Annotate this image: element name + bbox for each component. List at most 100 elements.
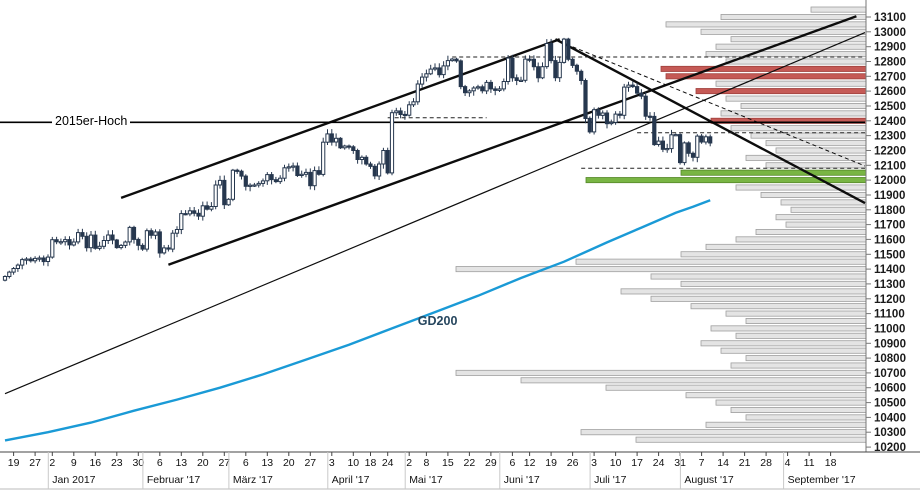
x-axis-month-label: September '17 (788, 474, 856, 486)
candle-body (131, 226, 137, 240)
candle-body (540, 66, 545, 79)
candle-body (389, 112, 395, 174)
candle-body (501, 81, 506, 90)
candle-body (652, 115, 657, 146)
downtrend-main (554, 38, 866, 205)
candle-body (33, 257, 38, 262)
x-axis-date-label: 4 (785, 457, 791, 469)
candle-body (355, 150, 360, 160)
x-axis-date-label: 14 (717, 457, 729, 469)
candle-body (570, 58, 575, 66)
x-axis-month-label: Juli '17 (594, 474, 627, 486)
candle-body (579, 70, 584, 82)
candle-body (265, 174, 270, 182)
candle-body (669, 134, 674, 150)
candle-body (226, 198, 231, 206)
candle-body (80, 232, 85, 237)
candle-body (647, 115, 653, 118)
candle-body (536, 66, 541, 79)
gd200-line (4, 199, 711, 442)
candle-body (329, 133, 334, 143)
candle-body (205, 205, 210, 210)
volume-profile-bar (775, 214, 867, 221)
candle-body (600, 112, 605, 116)
candle-body (230, 169, 236, 200)
candle-body (200, 205, 205, 217)
x-axis-date-label: 16 (89, 457, 101, 469)
candle-body (506, 57, 511, 82)
y-axis-label: 10200 (874, 442, 906, 454)
volume-profile-bar (745, 317, 867, 324)
x-axis-date-label: 24 (382, 457, 394, 469)
candle-body (63, 239, 68, 243)
volume-profile-bar (730, 406, 867, 413)
candle-body (488, 81, 493, 90)
candle-body (248, 184, 253, 187)
candle-body (574, 64, 579, 72)
candle-body (445, 60, 450, 67)
x-axis-month-label: April '17 (332, 474, 370, 486)
candle-body (76, 232, 81, 243)
candle-body (665, 148, 670, 151)
candle-body (544, 43, 549, 68)
candle-body (450, 58, 455, 62)
candle-body (699, 135, 704, 143)
candle-body (656, 140, 661, 146)
candle-body (166, 247, 171, 250)
x-axis-date-label: 6 (157, 457, 163, 469)
x-axis-date-label: 10 (610, 457, 622, 469)
volume-profile-bar (745, 355, 867, 362)
x-axis-date-label: 11 (804, 457, 815, 469)
candle-body (510, 57, 515, 79)
volume-profile-bar (680, 251, 867, 258)
volume-profile-bar (690, 303, 867, 310)
candle-body (566, 38, 571, 60)
candle-body (613, 113, 618, 123)
candle-body (299, 173, 304, 177)
x-axis-date-label: 27 (218, 457, 230, 469)
candle-body (93, 234, 98, 249)
volume-profile-bar (735, 332, 867, 339)
volume-profile-bar (710, 325, 867, 332)
candle-body (630, 84, 635, 88)
candle-body (609, 121, 614, 125)
candle-body (531, 58, 536, 68)
volume-profile-bar (455, 266, 867, 273)
candle-body (127, 226, 132, 243)
candle-body (364, 156, 369, 165)
x-axis-date-label: 19 (545, 457, 557, 469)
candle-body (97, 245, 102, 249)
candle-body (140, 244, 145, 250)
candle-body (256, 182, 261, 186)
gd200-polyline (4, 199, 711, 442)
candle-body (342, 145, 347, 149)
volume-profile-bar (700, 340, 867, 347)
y-axis-label: 11500 (874, 249, 905, 261)
candle-body (37, 257, 42, 260)
x-axis-date-label: 2 (49, 457, 55, 469)
x-axis-date-label: 23 (111, 457, 123, 469)
y-axis-label: 13000 (874, 27, 906, 39)
candle-body (703, 136, 708, 143)
candle-body (67, 239, 72, 246)
x-axis-date-label: 22 (464, 457, 476, 469)
candle-body (170, 232, 175, 250)
volume-profile-bar (785, 221, 867, 228)
y-axis-label: 12300 (874, 131, 906, 143)
candle-body (260, 180, 266, 184)
candle-body (325, 133, 330, 143)
y-axis-label: 12400 (874, 116, 906, 128)
x-axis-date-label: 10 (347, 457, 359, 469)
volume-profile-bar (720, 347, 867, 354)
candle-body (54, 239, 59, 243)
candle-body (7, 271, 12, 278)
y-axis-label: 11600 (874, 234, 905, 246)
x-axis-date-label: 27 (29, 457, 41, 469)
candle-body (587, 117, 592, 133)
candle-body (463, 86, 468, 94)
candle-body (471, 87, 476, 92)
candle-body (635, 86, 640, 94)
volume-profile-bar (680, 280, 867, 287)
candle-body (673, 134, 678, 137)
candle-body (437, 67, 442, 76)
